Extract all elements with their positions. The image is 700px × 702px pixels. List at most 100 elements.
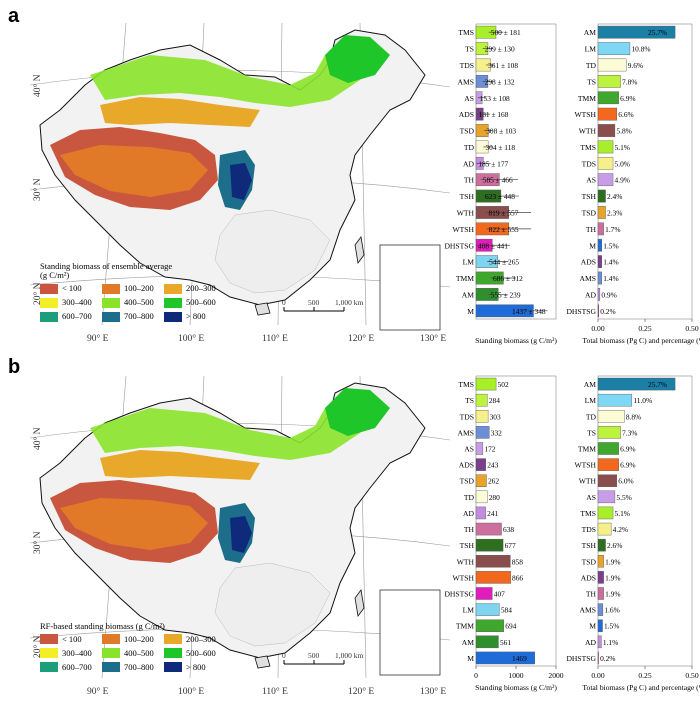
- x-axis-label: Standing biomass (g C/m²): [475, 683, 557, 692]
- bar: [475, 474, 487, 487]
- data-label: 694: [505, 622, 516, 631]
- x-tick-label: 0.00: [591, 324, 604, 333]
- lat-label-20-b: 20° N: [32, 635, 43, 658]
- legend-swatch: [40, 662, 58, 673]
- category-label: LM: [463, 258, 475, 267]
- data-label: 262: [488, 477, 499, 486]
- lon-label-110-b: 110° E: [262, 686, 288, 697]
- category-label: M: [589, 241, 596, 250]
- scale-tick-2-b: 1,000 km: [335, 651, 364, 660]
- data-label: 332: [491, 428, 502, 437]
- bar: [597, 635, 602, 649]
- plot-frame: [475, 23, 557, 320]
- x-tick-label: 0.50: [685, 324, 698, 333]
- legend-title-a: Standing biomass of ensemble average (g …: [40, 261, 226, 281]
- bar: [597, 651, 599, 665]
- data-label: 243: [487, 461, 498, 470]
- lon-label-100-b: 100° E: [178, 686, 204, 697]
- map-legend-b: RF-based standing biomass (g C/m²) < 100…: [40, 621, 226, 673]
- legend-item-a: 500–600: [164, 297, 226, 308]
- category-label: TMM: [578, 94, 596, 103]
- bar: [597, 238, 602, 252]
- data-label: 6.9%: [620, 94, 635, 103]
- category-label: M: [467, 654, 474, 663]
- bar: [597, 377, 676, 391]
- scale-tick-0-a: 0: [282, 298, 286, 307]
- category-label: AS: [464, 94, 474, 103]
- data-label: 1.9%: [605, 590, 620, 599]
- bar: [597, 304, 599, 318]
- lon-label-100-a: 100° E: [178, 333, 204, 344]
- category-label: TS: [587, 428, 596, 437]
- lon-label-130-a: 130° E: [420, 333, 446, 344]
- region-south-b: [214, 562, 331, 647]
- data-label: 7.8%: [622, 77, 637, 86]
- data-label: 6.0%: [618, 477, 633, 486]
- region-northwest-b: [100, 450, 260, 480]
- data-label: 4.9%: [615, 176, 630, 185]
- x-tick-label: 0: [474, 671, 478, 680]
- category-label: AMS: [458, 77, 474, 86]
- data-label: 298 ± 132: [485, 77, 515, 86]
- category-label: AM: [584, 380, 596, 389]
- category-label: TSD: [582, 208, 597, 217]
- legend-grid-b: < 100 100–200 200–300 300–400 400–500 500–600…: [40, 634, 226, 673]
- bar: [597, 522, 612, 536]
- category-label: TDS: [582, 159, 596, 168]
- bar: [597, 571, 604, 584]
- chart-standing-biomass-b: TMS 502 TS 284 TDS 303 AMS 332 AS 172 ADS 243 TSD 262…: [440, 372, 564, 702]
- category-label: TH: [464, 525, 475, 534]
- data-label: 2.6%: [607, 541, 622, 550]
- legend-title-b: RF-based standing biomass (g C/m²): [40, 621, 226, 631]
- bar: [475, 458, 486, 471]
- legend-swatch: [102, 634, 120, 645]
- bar: [475, 410, 489, 423]
- bar: [475, 426, 490, 439]
- lat-label-40-a: 40° N: [32, 74, 43, 97]
- x-tick-label: 2000: [548, 671, 563, 680]
- legend-item-b: > 800: [164, 662, 226, 673]
- region-steppe-a: [90, 43, 375, 107]
- legend-label: 500–600: [186, 647, 216, 658]
- bar: [475, 442, 484, 455]
- category-label: AD: [585, 290, 596, 299]
- legend-item-b: 700–800: [102, 662, 164, 673]
- taiwan-b: [354, 589, 365, 617]
- legend-label: 500–600: [186, 297, 216, 308]
- legend-swatch: [164, 648, 182, 659]
- legend-item-b: < 100: [40, 634, 102, 645]
- panel-b-letter: b: [8, 356, 21, 378]
- legend-swatch: [102, 648, 120, 659]
- legend-item-a: > 800: [164, 311, 226, 322]
- taiwan-a: [354, 236, 365, 264]
- bar: [597, 587, 604, 600]
- data-label: 8.8%: [626, 412, 641, 421]
- chart-total-biomass-b: AM 25.7% LM 11.0% TD 8.8% TS 7.3% TMM 6.9% WTSH 6.9…: [562, 372, 700, 702]
- data-label: 677: [505, 541, 516, 550]
- data-label: 280: [489, 493, 500, 502]
- data-label: 623 ± 448: [485, 192, 515, 201]
- data-label: 1469: [512, 654, 527, 663]
- region-northwest-a: [100, 97, 260, 127]
- region-sichuan-a: [230, 163, 252, 200]
- lon-label-130-b: 130° E: [420, 686, 446, 697]
- data-label: 1.9%: [605, 573, 620, 582]
- legend-label: 400–500: [124, 647, 154, 658]
- data-label: 0.9%: [601, 290, 616, 299]
- category-label: WTSH: [574, 461, 596, 470]
- bar: [597, 603, 604, 616]
- category-label: TMS: [580, 143, 596, 152]
- category-label: TMS: [458, 380, 474, 389]
- chart-standing-biomass-a: TMS 500 ± 181 TS 299 ± 130 TDS 361 ± 108 AMS 29…: [440, 20, 560, 355]
- bar: [597, 410, 625, 423]
- legend-label: 300–400: [62, 297, 92, 308]
- legend-label: 600–700: [62, 311, 92, 322]
- legend-item-a: 600–700: [40, 311, 102, 322]
- bar: [597, 140, 614, 154]
- legend-item-b: 300–400: [40, 648, 102, 659]
- scale-bar-a: [283, 307, 345, 312]
- legend-label: 200–300: [186, 283, 216, 294]
- region-steppe-b: [90, 396, 375, 460]
- legend-item-b: 400–500: [102, 647, 164, 659]
- legend-label: 600–700: [62, 661, 92, 672]
